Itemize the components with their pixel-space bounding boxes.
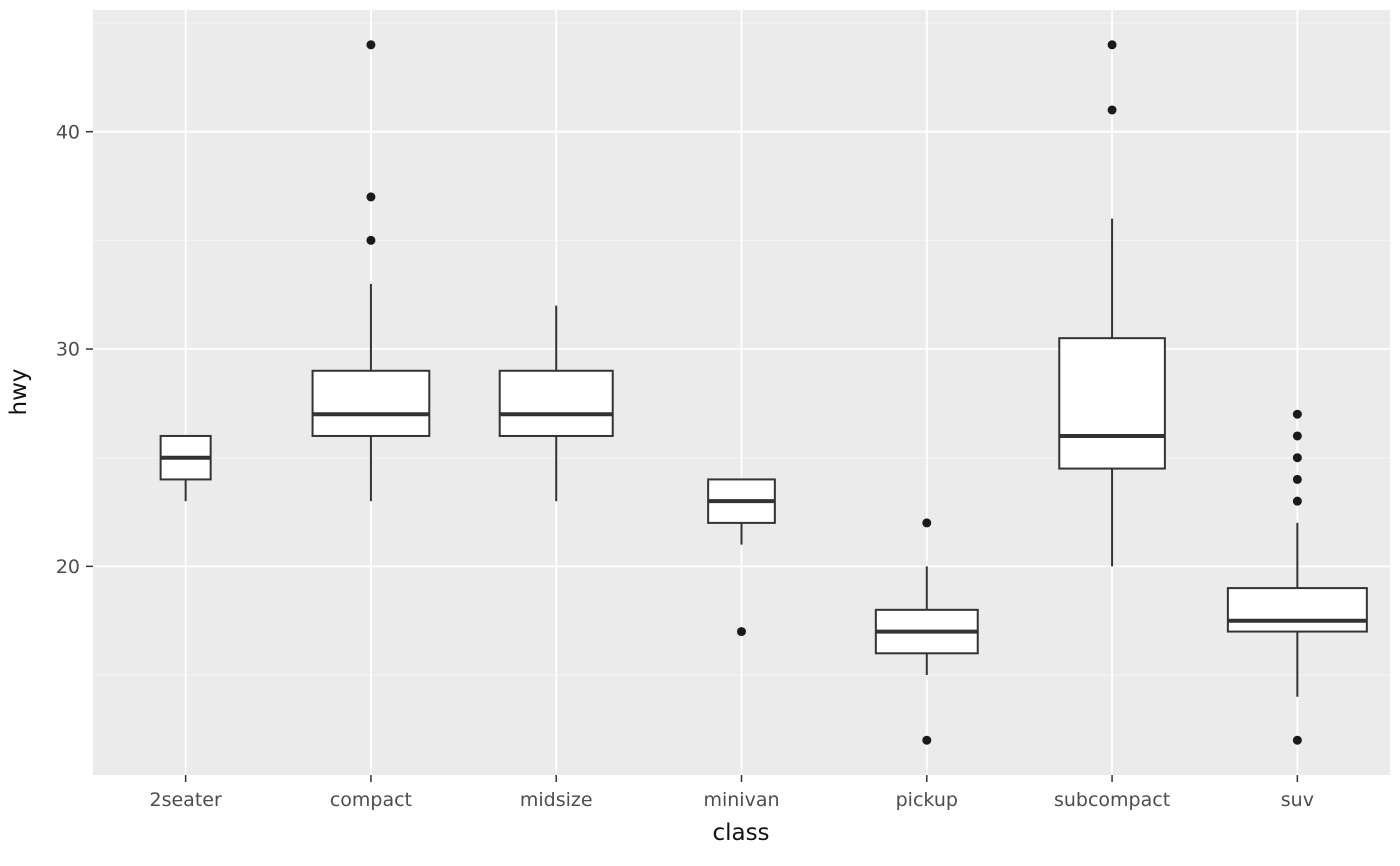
boxplot-2seater [159,434,212,502]
boxplot-compact [311,40,431,502]
boxplot-midsize [498,305,614,502]
outlier-point [1292,453,1302,463]
axes-layer: 20 30 40 2seater compact midsize minivan pickup… [56,121,1314,811]
outlier-point [366,40,376,50]
iqr-box [498,369,614,437]
outlier-point [1292,735,1302,745]
outlier-point [1292,474,1302,484]
x-tick-label: pickup [896,789,958,811]
y-tick-label: 40 [56,121,80,143]
outlier-point [366,235,376,245]
x-tick-label: midsize [520,789,593,811]
x-tick-label: compact [330,789,412,811]
outlier-point [1107,40,1117,50]
y-tick-label: 20 [56,556,80,578]
outlier-point [366,192,376,202]
boxplot-pickup [874,518,979,745]
x-axis-title: class [712,820,769,846]
outlier-point [1292,431,1302,441]
outlier-point [1107,105,1117,115]
outlier-point [1292,409,1302,419]
outlier-point [737,627,746,637]
x-tick-label: subcompact [1054,789,1170,811]
y-axis-title: hwy [6,369,32,416]
boxplot-subcompact [1058,40,1166,567]
x-tick-label: suv [1281,789,1314,811]
plot-panel-layer [93,10,1390,775]
outlier-point [1292,496,1302,506]
outlier-point [922,735,932,745]
y-tick-label: 30 [56,339,80,361]
iqr-box [311,369,431,437]
boxplot-minivan [707,478,776,637]
x-tick-label: minivan [703,789,779,811]
iqr-box [1058,337,1166,470]
boxplot-suv [1226,409,1368,745]
iqr-box [1226,587,1368,633]
x-tick-label: 2seater [150,789,222,811]
outlier-point [922,518,932,528]
